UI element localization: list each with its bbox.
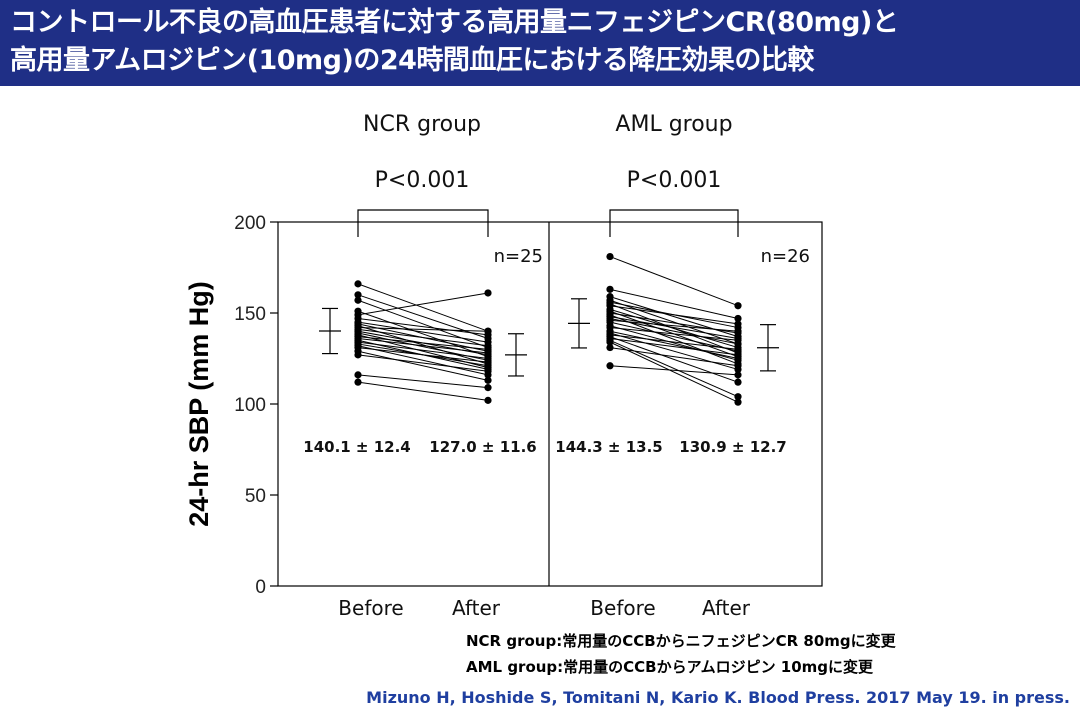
before-point bbox=[606, 362, 614, 370]
slide-title: コントロール不良の高血圧患者に対する高用量ニフェジピンCR(80mg)と 高用量… bbox=[0, 0, 1080, 86]
significance-bracket bbox=[357, 209, 489, 237]
y-tick-label: 150 bbox=[234, 304, 266, 325]
summary-label: 127.0 ± 11.6 bbox=[429, 438, 536, 456]
before-point bbox=[354, 351, 362, 359]
paired-line bbox=[357, 283, 489, 332]
paired-line bbox=[609, 308, 739, 349]
paired-line bbox=[357, 381, 489, 401]
after-point bbox=[734, 378, 742, 386]
paired-line bbox=[609, 337, 739, 356]
paired-line bbox=[609, 288, 739, 319]
after-point bbox=[734, 327, 742, 335]
after-point bbox=[734, 314, 742, 323]
paired-line bbox=[357, 337, 489, 354]
paired-line bbox=[609, 319, 739, 332]
after-point bbox=[484, 376, 492, 384]
before-point bbox=[606, 338, 614, 346]
title-line-2: 高用量アムロジピン(10mg)の24時間血圧における降圧効果の比較 bbox=[10, 45, 814, 76]
paired-line bbox=[609, 256, 739, 307]
after-point bbox=[734, 351, 742, 359]
group-label: AML group bbox=[615, 112, 732, 137]
y-axis-label: 24-hr SBP (mm Hg) bbox=[184, 281, 214, 527]
paired-line bbox=[357, 345, 489, 376]
summary-label: 144.3 ± 13.5 bbox=[555, 438, 662, 456]
before-point bbox=[354, 371, 362, 379]
before-point bbox=[354, 291, 362, 299]
n-label: n=25 bbox=[494, 246, 543, 267]
before-point bbox=[606, 252, 614, 261]
paired-line bbox=[357, 347, 489, 363]
paired-line bbox=[609, 341, 739, 403]
after-point bbox=[484, 289, 492, 297]
significance-bracket bbox=[609, 209, 739, 237]
p-value-label: P<0.001 bbox=[627, 168, 722, 193]
paired-line bbox=[357, 317, 489, 336]
paired-line bbox=[609, 334, 739, 350]
paired-line bbox=[609, 365, 739, 376]
after-point bbox=[734, 362, 742, 370]
paired-line bbox=[609, 332, 739, 370]
y-tick-label: 0 bbox=[255, 577, 266, 598]
y-tick-label: 200 bbox=[234, 213, 266, 234]
before-point bbox=[354, 296, 362, 304]
note-ncr: NCR group:常用量のCCBからニフェジピンCR 80mgに変更 bbox=[466, 632, 896, 650]
y-tick-label: 100 bbox=[234, 395, 266, 416]
before-point bbox=[354, 378, 362, 386]
paired-line bbox=[609, 330, 739, 359]
after-point bbox=[484, 367, 492, 375]
after-point bbox=[734, 336, 742, 344]
summary-label: 140.1 ± 12.4 bbox=[303, 438, 410, 456]
after-point bbox=[484, 349, 492, 357]
paired-line bbox=[357, 336, 489, 350]
before-point bbox=[354, 280, 362, 288]
paired-line bbox=[357, 294, 489, 339]
group-label: NCR group bbox=[363, 112, 481, 137]
after-point bbox=[484, 396, 492, 404]
after-point bbox=[734, 320, 742, 328]
after-point bbox=[734, 371, 742, 379]
paired-line bbox=[357, 327, 489, 332]
x-category-label: After bbox=[702, 596, 751, 620]
paired-line bbox=[357, 299, 489, 349]
paired-line bbox=[609, 339, 739, 398]
paired-line bbox=[609, 317, 739, 345]
x-category-label: Before bbox=[590, 596, 655, 620]
after-point bbox=[484, 358, 492, 366]
paired-line bbox=[357, 321, 489, 343]
paired-line bbox=[609, 305, 739, 325]
paired-line bbox=[357, 354, 489, 372]
y-tick-label: 50 bbox=[245, 486, 266, 507]
paired-line bbox=[609, 325, 739, 361]
note-aml: AML group:常用量のCCBからアムロジピン 10mgに変更 bbox=[466, 658, 874, 676]
paired-line bbox=[609, 299, 739, 345]
after-point bbox=[734, 345, 742, 353]
summary-label: 130.9 ± 12.7 bbox=[679, 438, 786, 456]
before-point bbox=[606, 285, 614, 293]
paired-line bbox=[609, 316, 739, 339]
citation: Mizuno H, Hoshide S, Tomitani N, Kario K… bbox=[366, 688, 1070, 707]
after-point bbox=[484, 384, 492, 392]
paired-line bbox=[357, 350, 489, 381]
paired-line bbox=[609, 347, 739, 367]
paired-line bbox=[357, 310, 489, 358]
after-point bbox=[734, 398, 742, 406]
before-point bbox=[606, 343, 614, 352]
x-category-label: After bbox=[452, 596, 501, 620]
x-category-label: Before bbox=[338, 596, 403, 620]
paired-line bbox=[357, 292, 489, 316]
n-label: n=26 bbox=[761, 246, 810, 267]
paired-line bbox=[357, 341, 489, 359]
paired-line bbox=[609, 327, 739, 341]
paired-line bbox=[357, 328, 489, 347]
paired-line bbox=[609, 336, 739, 383]
after-point bbox=[484, 327, 492, 335]
after-point bbox=[734, 393, 742, 401]
title-line-1: コントロール不良の高血圧患者に対する高用量ニフェジピンCR(80mg)と bbox=[10, 7, 899, 38]
p-value-label: P<0.001 bbox=[375, 168, 470, 193]
paired-line bbox=[609, 321, 739, 352]
after-point bbox=[734, 302, 742, 310]
paired-line bbox=[357, 374, 489, 389]
